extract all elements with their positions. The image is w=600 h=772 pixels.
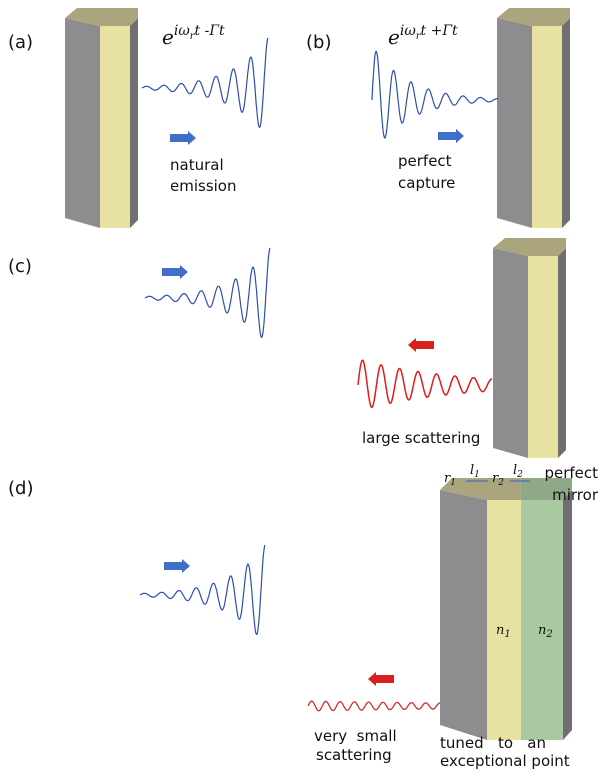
arrow [170,131,196,145]
panel-label: (a) [8,32,33,53]
base: e [388,25,400,49]
wave [308,701,440,711]
slab [65,8,138,228]
symbol-index: 2 [516,470,523,480]
arrow [408,338,434,352]
wave [372,51,498,138]
mirror-label: perfect [544,464,598,482]
formula: eiωrt -Γt [162,23,225,49]
symbol: l2 [513,463,523,480]
symbol-index: 1 [474,470,480,480]
caption: large scattering [362,429,480,447]
slab [493,238,566,458]
panel-label: (c) [8,256,32,277]
two-layer-slab [440,478,572,740]
note: tuned to an [440,734,546,752]
arrow [438,129,464,143]
base: e [162,25,174,49]
caption: perfect [398,152,452,170]
caption: scattering [316,746,392,764]
exponent: iω [174,23,190,39]
arrow [162,265,188,279]
symbol: r1 [444,471,456,488]
symbol-letter: n [538,623,546,638]
symbol-index: 1 [450,478,456,488]
mirror-label: mirror [552,486,599,504]
formula: eiωrt +Γt [388,23,458,49]
slab [497,8,570,228]
wave [145,248,270,337]
symbol: l1 [470,463,480,480]
symbol: r2 [492,471,504,488]
arrow [164,559,190,573]
caption: natural [170,156,224,174]
note: exceptional point [440,752,570,770]
caption: very small [314,727,397,745]
symbol-index: 2 [497,478,504,488]
wave [142,38,268,127]
figure: (a) (b) (c) (d) eiωrt -Γt eiωrt +Γt natu… [0,0,600,772]
wave [140,545,265,634]
panel-label: (b) [306,32,331,53]
exponent: t +Γt [421,23,459,39]
panel-label: (d) [8,478,33,499]
symbol-letter: n [496,623,504,638]
symbol-index: 1 [504,629,510,640]
wave [358,360,492,407]
caption: emission [170,177,237,195]
caption: capture [398,174,455,192]
arrow [368,672,394,686]
exponent: iω [400,23,416,39]
exponent: t -Γt [195,23,226,39]
symbol-index: 2 [545,629,552,640]
